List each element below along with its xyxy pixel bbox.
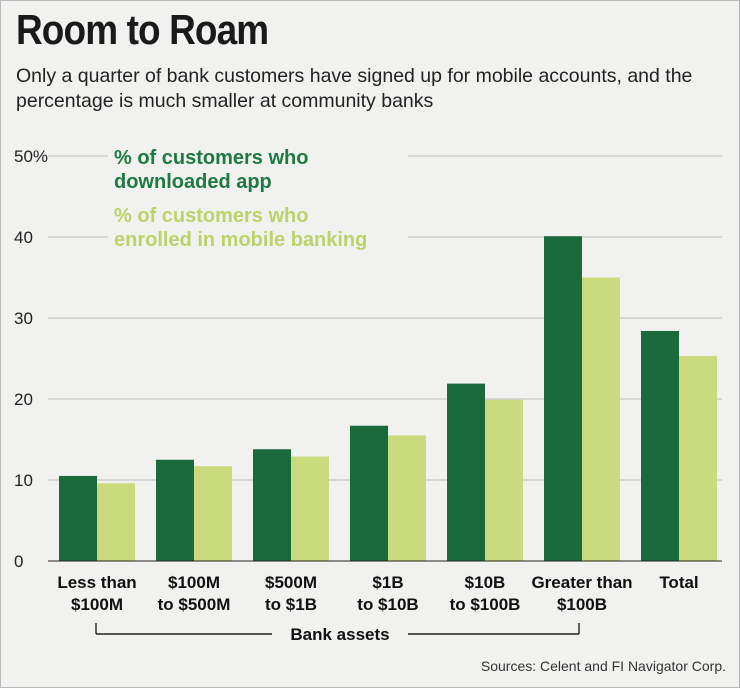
bar-downloaded-4 bbox=[447, 383, 485, 561]
bar-enrolled-0 bbox=[97, 483, 135, 561]
x-category-label: to $10B bbox=[357, 595, 418, 614]
x-category-label: $100M bbox=[168, 573, 220, 592]
bar-enrolled-3 bbox=[388, 435, 426, 561]
bar-enrolled-5 bbox=[582, 277, 620, 561]
legend-background bbox=[108, 202, 408, 258]
bar-downloaded-6 bbox=[641, 330, 679, 561]
chart-title: Room to Roam bbox=[16, 6, 269, 53]
bar-downloaded-5 bbox=[544, 236, 582, 561]
x-category-label: Greater than bbox=[531, 573, 632, 592]
legend-entry-downloaded: downloaded app bbox=[114, 171, 272, 193]
x-category-label: $1B bbox=[372, 573, 403, 592]
bar-downloaded-3 bbox=[350, 425, 388, 561]
y-tick-label: 0 bbox=[14, 552, 23, 571]
bar-enrolled-4 bbox=[485, 399, 523, 561]
bar-downloaded-1 bbox=[156, 459, 194, 561]
y-axis-ticks: 50% 40 30 20 10 0 bbox=[14, 147, 48, 571]
x-category-label: Less than bbox=[57, 573, 136, 592]
x-category-label: $100B bbox=[557, 595, 607, 614]
bank-assets-bracket: Bank assets bbox=[95, 623, 580, 644]
bar-downloaded-0 bbox=[59, 475, 97, 561]
x-category-label: $500M bbox=[265, 573, 317, 592]
y-tick-label: 10 bbox=[14, 471, 33, 490]
bar-enrolled-1 bbox=[194, 466, 232, 561]
legend-entry-enrolled: % of customers who bbox=[114, 205, 308, 227]
x-category-label: $10B bbox=[465, 573, 506, 592]
legend-entry-enrolled: enrolled in mobile banking bbox=[114, 229, 367, 251]
source-note: Sources: Celent and FI Navigator Corp. bbox=[480, 658, 726, 674]
x-category-label: to $500M bbox=[158, 595, 231, 614]
chart-subtitle: Only a quarter of bank customers have si… bbox=[16, 65, 693, 112]
bar-enrolled-2 bbox=[291, 456, 329, 561]
legend-background bbox=[108, 144, 408, 200]
x-axis-category-labels: Less than $100M $100M to $500M $500M to $1B $1… bbox=[57, 573, 698, 614]
x-axis-title: Bank assets bbox=[290, 625, 389, 644]
bar-enrolled-6 bbox=[679, 356, 717, 561]
x-category-label: to $100B bbox=[450, 595, 521, 614]
y-tick-label: 50% bbox=[14, 147, 48, 166]
x-category-label: to $1B bbox=[265, 595, 317, 614]
legend-entry-downloaded: % of customers who bbox=[114, 147, 308, 169]
bar-downloaded-2 bbox=[253, 449, 291, 561]
y-tick-label: 30 bbox=[14, 309, 33, 328]
x-category-label: $100M bbox=[71, 595, 123, 614]
bars bbox=[59, 236, 717, 561]
y-tick-label: 40 bbox=[14, 228, 33, 247]
x-category-label: Total bbox=[659, 573, 698, 592]
y-tick-label: 20 bbox=[14, 390, 33, 409]
